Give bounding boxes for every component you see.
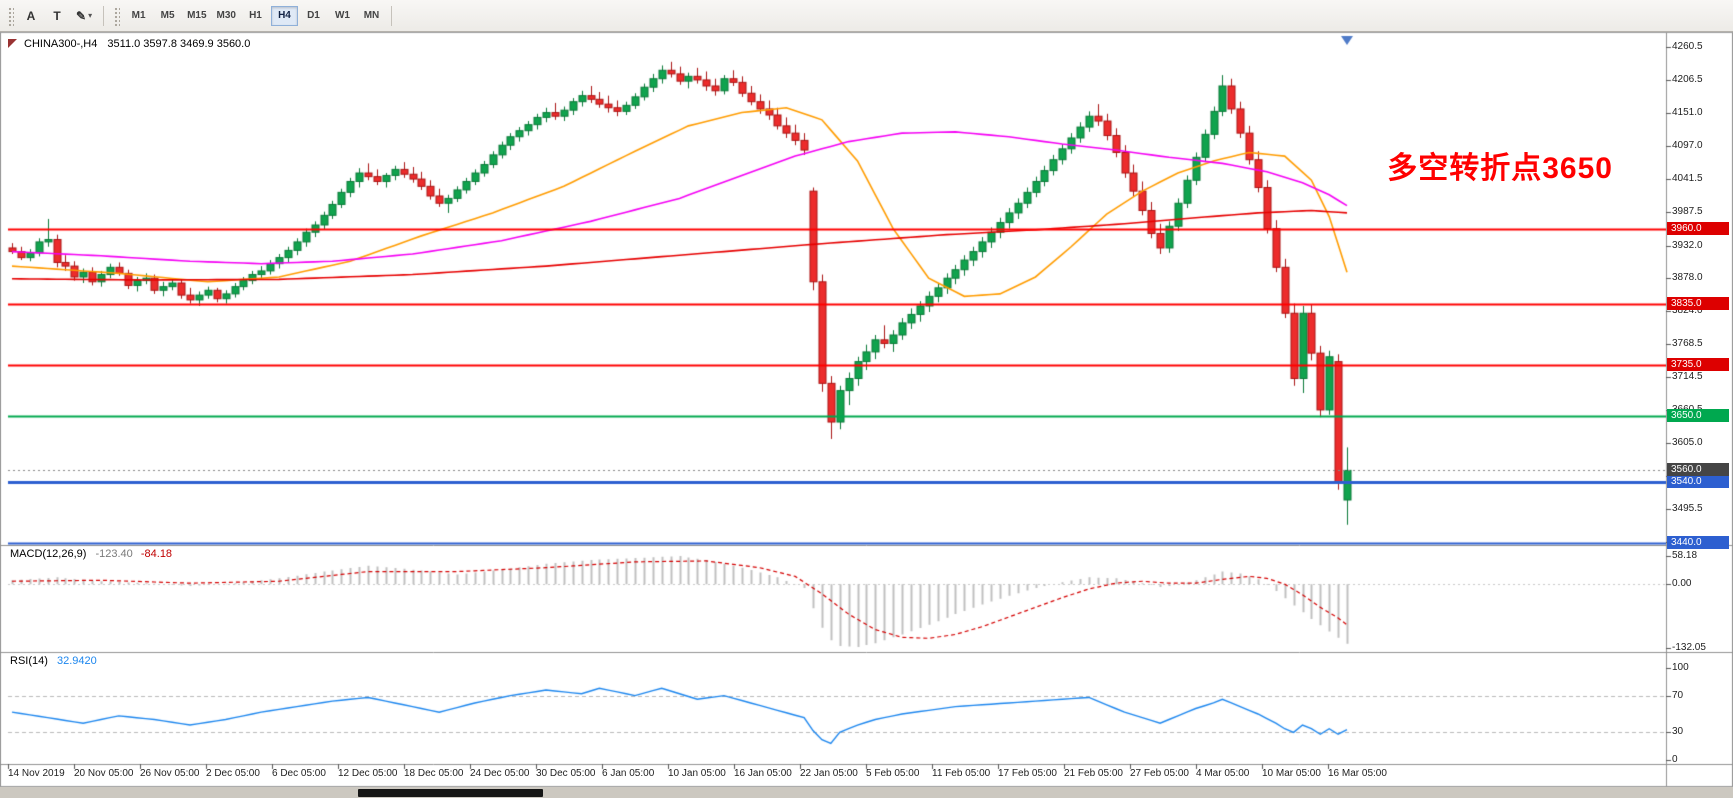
price-line-badge: 3735.0 — [1667, 358, 1729, 371]
timeframe-d1-button[interactable]: D1 — [300, 6, 327, 26]
price-axis-label: 4151.0 — [1672, 107, 1703, 118]
time-axis-label: 10 Mar 05:00 — [1262, 768, 1321, 779]
macd-main-value: -123.40 — [95, 548, 133, 560]
time-axis[interactable]: 14 Nov 2019 20 Nov 05:00 26 Nov 05:00 2 Dec… — [0, 765, 1666, 786]
time-axis-label: 26 Nov 05:00 — [140, 768, 200, 779]
macd-axis-label: 58.18 — [1672, 550, 1698, 561]
price-axis-label: 3987.5 — [1672, 206, 1703, 217]
dropdown-caret-icon: ▾ — [88, 11, 93, 20]
macd-axis-label: 0.00 — [1672, 578, 1692, 589]
time-axis-label: 22 Jan 05:00 — [800, 768, 858, 779]
time-axis-label: 18 Dec 05:00 — [404, 768, 464, 779]
price-axis-label: 3495.5 — [1672, 503, 1703, 514]
chart-ohlc-values: 3511.0 3597.8 3469.9 3560.0 — [107, 38, 251, 50]
price-axis[interactable]: 4260.5 4206.5 4151.0 4097.0 4041.5 3987.5 3932… — [1667, 32, 1733, 786]
toolbar-separator — [103, 5, 105, 26]
rsi-axis-label: 30 — [1672, 726, 1684, 737]
price-line-badge: 3960.0 — [1667, 222, 1729, 235]
price-line-badge: 3650.0 — [1667, 409, 1729, 422]
timeframe-w1-button[interactable]: W1 — [329, 6, 356, 26]
time-axis-label: 20 Nov 05:00 — [74, 768, 134, 779]
time-axis-label: 16 Mar 05:00 — [1328, 768, 1387, 779]
taskbar-strip — [0, 787, 1733, 798]
time-axis-label: 10 Jan 05:00 — [668, 768, 726, 779]
time-axis-label: 27 Feb 05:00 — [1130, 768, 1189, 779]
price-annotation: 多空转折点3650 — [1387, 152, 1613, 185]
time-axis-label: 17 Feb 05:00 — [998, 768, 1057, 779]
time-axis-label: 12 Dec 05:00 — [338, 768, 398, 779]
macd-axis-label: -132.05 — [1672, 642, 1706, 653]
price-axis-label: 4206.5 — [1672, 74, 1703, 85]
price-axis-label: 3932.0 — [1672, 240, 1703, 251]
taskbar-window-button[interactable] — [358, 789, 543, 797]
timeframe-m30-button[interactable]: M30 — [213, 6, 240, 26]
price-axis-label: 4260.5 — [1672, 41, 1703, 52]
timeframe-h1-button[interactable]: H1 — [242, 6, 269, 26]
toolbar-separator — [390, 5, 392, 26]
price-line-badge: 3440.0 — [1667, 536, 1729, 549]
time-axis-label: 6 Dec 05:00 — [272, 768, 326, 779]
time-axis-label: 16 Jan 05:00 — [734, 768, 792, 779]
timeframe-mn-button[interactable]: MN — [358, 6, 385, 26]
price-axis-label: 4041.5 — [1672, 173, 1703, 184]
rsi-axis-label: 0 — [1672, 754, 1678, 765]
time-axis-label: 14 Nov 2019 — [8, 768, 65, 779]
chart-symbol-label: CHINA300-,H4 — [24, 38, 98, 50]
rsi-indicator-label: RSI(14) 32.9420 — [10, 655, 97, 667]
time-axis-label: 5 Feb 05:00 — [866, 768, 920, 779]
pencil-icon: ✎ — [76, 8, 87, 23]
price-line-badge: 3540.0 — [1667, 475, 1729, 488]
one-click-trading-icon[interactable] — [8, 39, 17, 48]
price-axis-label: 3768.5 — [1672, 338, 1703, 349]
toolbar-grip[interactable] — [113, 5, 121, 26]
price-axis-label: 3605.0 — [1672, 437, 1703, 448]
macd-label-text: MACD(12,26,9) — [10, 548, 87, 560]
text-tool-button[interactable]: T — [45, 5, 69, 27]
time-axis-label: 30 Dec 05:00 — [536, 768, 596, 779]
time-axis-label: 11 Feb 05:00 — [932, 768, 991, 779]
time-axis-label: 4 Mar 05:00 — [1196, 768, 1250, 779]
rsi-value: 32.9420 — [56, 655, 97, 667]
current-price-badge: 3560.0 — [1667, 463, 1729, 476]
rsi-label-text: RSI(14) — [10, 655, 48, 667]
rsi-axis-label: 70 — [1672, 690, 1684, 701]
drawing-tool-button[interactable]: ✎ ▾ — [71, 5, 97, 27]
price-axis-label: 4097.0 — [1672, 140, 1703, 151]
timeframe-m15-button[interactable]: M15 — [183, 6, 210, 26]
time-axis-label: 2 Dec 05:00 — [206, 768, 260, 779]
timeframe-m5-button[interactable]: M5 — [154, 6, 181, 26]
toolbar-grip[interactable] — [7, 5, 14, 26]
rsi-axis-label: 100 — [1672, 662, 1689, 673]
price-axis-label: 3714.5 — [1672, 371, 1703, 382]
timeframe-h4-button[interactable]: H4 — [270, 5, 298, 26]
macd-indicator-label: MACD(12,26,9) -123.40 -84.18 — [10, 548, 172, 560]
price-axis-label: 3878.0 — [1672, 272, 1703, 283]
macd-signal-value: -84.18 — [140, 548, 173, 560]
chart-title: CHINA300-,H4 3511.0 3597.8 3469.9 3560.0 — [24, 38, 250, 50]
time-axis-label: 21 Feb 05:00 — [1064, 768, 1123, 779]
timeframe-m1-button[interactable]: M1 — [125, 6, 152, 26]
time-axis-label: 24 Dec 05:00 — [470, 768, 530, 779]
price-line-badge: 3835.0 — [1667, 297, 1729, 310]
price-axis-label: 3824.0 — [1672, 305, 1703, 316]
toolbar: A T ✎ ▾ M1 M5 M15 M30 H1 H4 D1 W1 MN — [0, 0, 1733, 32]
time-axis-label: 6 Jan 05:00 — [602, 768, 655, 779]
annotation-tool-button[interactable]: A — [19, 5, 43, 27]
